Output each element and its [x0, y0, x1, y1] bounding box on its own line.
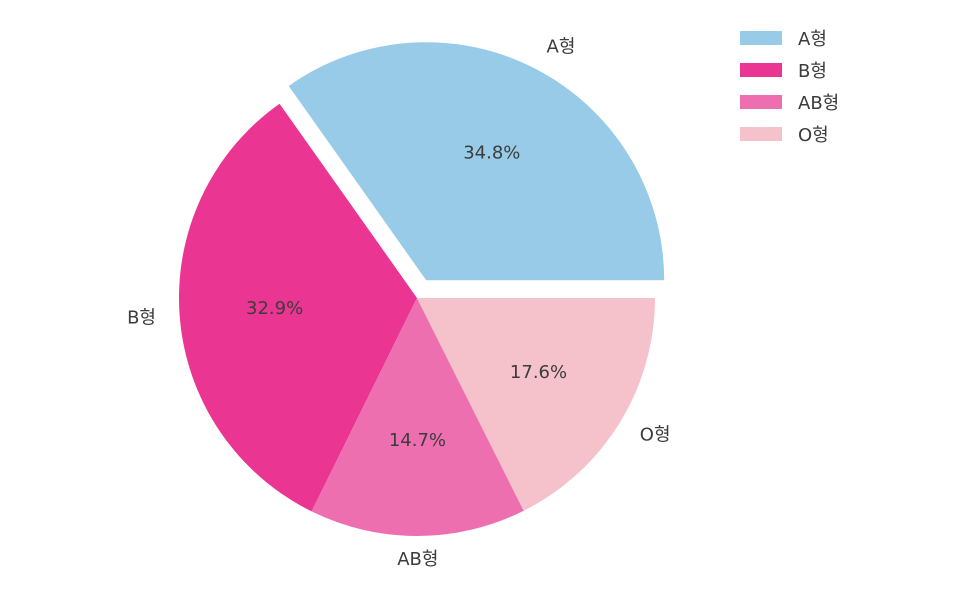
pie-slice — [417, 298, 655, 511]
pie-slice — [311, 298, 524, 536]
legend-swatch — [740, 63, 782, 77]
legend-item: A형 — [740, 22, 839, 54]
legend-swatch — [740, 95, 782, 109]
percent-labels: 34.8% 32.9% 14.7% 17.6% — [246, 142, 567, 450]
legend-item: O형 — [740, 118, 839, 150]
pie-slice — [288, 42, 665, 281]
category-label: A형 — [547, 37, 576, 58]
category-label: B형 — [127, 308, 156, 329]
category-labels: A형 B형 AB형 O형 — [127, 37, 670, 570]
legend-item: AB형 — [740, 86, 839, 118]
pie-slice — [178, 103, 417, 512]
legend-swatch — [740, 127, 782, 141]
category-label: O형 — [640, 424, 671, 445]
legend-label: B형 — [798, 61, 827, 82]
legend-item: B형 — [740, 54, 839, 86]
category-label: AB형 — [397, 549, 438, 570]
legend-label: A형 — [798, 29, 827, 50]
pie-slices — [178, 42, 665, 536]
percent-label: 14.7% — [389, 430, 446, 451]
legend-label: O형 — [798, 125, 829, 146]
legend-label: AB형 — [798, 93, 840, 114]
percent-label: 32.9% — [246, 298, 303, 319]
legend-swatch — [740, 31, 782, 45]
legend: A형 B형 AB형 O형 — [740, 22, 839, 150]
percent-label: 17.6% — [510, 362, 567, 383]
percent-label: 34.8% — [463, 142, 520, 163]
